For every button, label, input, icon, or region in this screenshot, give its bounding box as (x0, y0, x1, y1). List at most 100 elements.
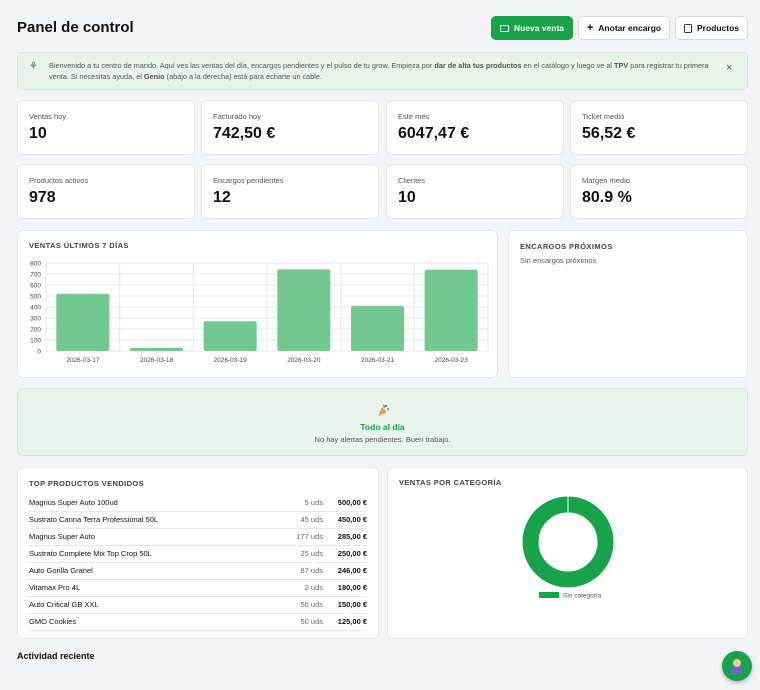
kpi-card: Productos activos 978 (17, 164, 195, 219)
legend-swatch (539, 592, 559, 598)
kpi-label: Encargos pendientes (213, 176, 284, 185)
category-chart-card: VENTAS POR CATEGORÍA Sin categoría (387, 467, 748, 639)
x-tick-label: 2026-03-19 (214, 357, 248, 364)
product-total: 250,00 € (337, 549, 367, 558)
product-qty: 87 uds (300, 566, 323, 575)
product-total: 246,00 € (337, 566, 367, 575)
bar (424, 269, 478, 351)
add-order-button[interactable]: + Anotar encargo (578, 16, 670, 40)
close-button[interactable]: × (726, 62, 733, 74)
kpi-card: Margen medio 80.9 % (570, 164, 748, 219)
product-row: Magnus Super Auto 177 uds 285,00 € (29, 528, 367, 546)
text: Genio (143, 72, 165, 81)
bar-chart: VENTAS ÚLTIMOS 7 DÍAS 0 100 200 300 400 500 600… (29, 241, 489, 364)
y-tick-label: 800 (30, 261, 41, 268)
y-tick-label: 200 (30, 327, 41, 334)
icon: + (586, 22, 594, 34)
kpi-value: 742,50 € (213, 125, 276, 142)
product-qty: 25 uds (300, 549, 323, 558)
button-label: Anotar encargo (598, 23, 662, 33)
y-tick-label: 700 (30, 272, 41, 279)
icon: ⚘ (29, 61, 38, 72)
genie-button[interactable] (722, 651, 752, 681)
product-name: Vitamax Pro 4L (29, 583, 81, 592)
kpi-label: Productos activos (29, 176, 89, 185)
empty-text: Sin encargos próximos (520, 256, 597, 265)
kpi-label: Este mes (398, 112, 430, 121)
kpi-card: Encargos pendientes 12 (201, 164, 379, 219)
text: TPV (614, 61, 629, 70)
chart-title: VENTAS ÚLTIMOS 7 DÍAS (29, 241, 129, 250)
product-name: Magnus Super Auto 100ud (29, 498, 118, 507)
kpi-card: Ventas hoy 10 (17, 100, 195, 155)
sales-chart-card: VENTAS ÚLTIMOS 7 DÍAS 0 100 200 300 400 500 600… (17, 230, 498, 378)
product-name: Auto Critical GB XXL (29, 600, 99, 609)
bar (56, 293, 110, 351)
text: Bienvenido a tu centro de mando. Aquí ve… (49, 61, 435, 70)
product-row: Sustrato Complete Mix Top Crop 50L 25 uds… (29, 545, 367, 563)
kpi-value: 6047,47 € (398, 125, 470, 142)
bar (277, 269, 331, 351)
alert-text: No hay alertas pendientes. Buen trabajo. (314, 435, 451, 444)
products-button[interactable]: Productos (675, 16, 748, 40)
chart-title: VENTAS POR CATEGORÍA (399, 478, 502, 487)
page-title: Panel de control (17, 19, 134, 36)
product-name: Magnus Super Auto (29, 532, 95, 541)
product-total: 285,00 € (337, 532, 367, 541)
legend-label: Sin categoría (563, 593, 602, 600)
button-label: Productos (696, 23, 740, 33)
product-qty: 45 uds (300, 515, 323, 524)
upcoming-orders-card: ENCARGOS PRÓXIMOS Sin encargos próximos (508, 230, 748, 378)
x-tick-label: 2026-03-23 (435, 357, 469, 364)
product-total: 180,00 € (337, 583, 367, 592)
kpi-value: 80.9 % (582, 189, 632, 206)
product-row: Auto Gorilla Granel 87 uds 246,00 € (29, 562, 367, 580)
y-tick-label: 300 (30, 316, 41, 323)
text: para registrar tu primera venta. Si nece… (49, 61, 709, 81)
text: dar de alta tus productos (434, 61, 522, 70)
kpi-value: 56,52 € (582, 125, 636, 142)
kpi-value: 12 (213, 189, 231, 206)
kpi-card: Clientes 10 (386, 164, 564, 219)
x-tick-label: 2026-03-18 (140, 357, 174, 364)
section-title: Actividad reciente (17, 651, 95, 661)
product-row: Sustrato Canna Terra Professional 50L 45 … (29, 511, 367, 529)
party-icon (378, 404, 389, 416)
x-tick-label: 2026-03-21 (361, 357, 395, 364)
product-name: Sustrato Complete Mix Top Crop 50L (29, 549, 152, 558)
icon (499, 24, 509, 32)
bar (129, 347, 184, 351)
text: en el catálogo y luego ve al (521, 61, 615, 70)
product-name: Auto Gorilla Granel (29, 566, 93, 575)
kpi-label: Margen medio (582, 176, 630, 185)
product-qty: 50 uds (300, 617, 323, 626)
kpi-card: Facturado hoy 742,50 € (201, 100, 379, 155)
product-row: Vitamax Pro 4L 2 uds 180,00 € (29, 579, 367, 597)
y-tick-label: 0 (37, 349, 41, 356)
y-tick-label: 600 (30, 283, 41, 290)
kpi-label: Clientes (398, 176, 426, 185)
y-tick-label: 100 (30, 338, 41, 345)
y-tick-label: 500 (30, 294, 41, 301)
product-total: 125,00 € (337, 617, 367, 626)
button-label: Nueva venta (513, 23, 565, 33)
alerts-card: Todo al día No hay alertas pendientes. B… (17, 388, 748, 456)
product-row: GMO Cookies 50 uds 125,00 € (29, 613, 367, 631)
kpi-value: 10 (29, 125, 47, 142)
card-title: ENCARGOS PRÓXIMOS (520, 242, 613, 251)
kpi-card: Este mes 6047,47 € (386, 100, 564, 155)
product-qty: 5 uds (304, 498, 323, 507)
bar (350, 305, 405, 351)
product-row: Auto Critical GB XXL 50 uds 150,00 € (29, 596, 367, 614)
product-qty: 50 uds (300, 600, 323, 609)
icon (683, 23, 692, 33)
card-title: TOP PRODUCTOS VENDIDOS (29, 479, 145, 488)
kpi-label: Facturado hoy (213, 112, 261, 121)
text: (abajo a la derecha) está para echarte u… (164, 72, 322, 81)
new-sale-button[interactable]: Nueva venta (491, 16, 573, 40)
product-qty: 177 uds (296, 532, 323, 541)
welcome-banner: ⚘ Bienvenido a tu centro de mando. Aquí … (17, 52, 748, 90)
kpi-label: Ventas hoy (29, 112, 67, 121)
product-name: Sustrato Canna Terra Professional 50L (29, 515, 159, 524)
